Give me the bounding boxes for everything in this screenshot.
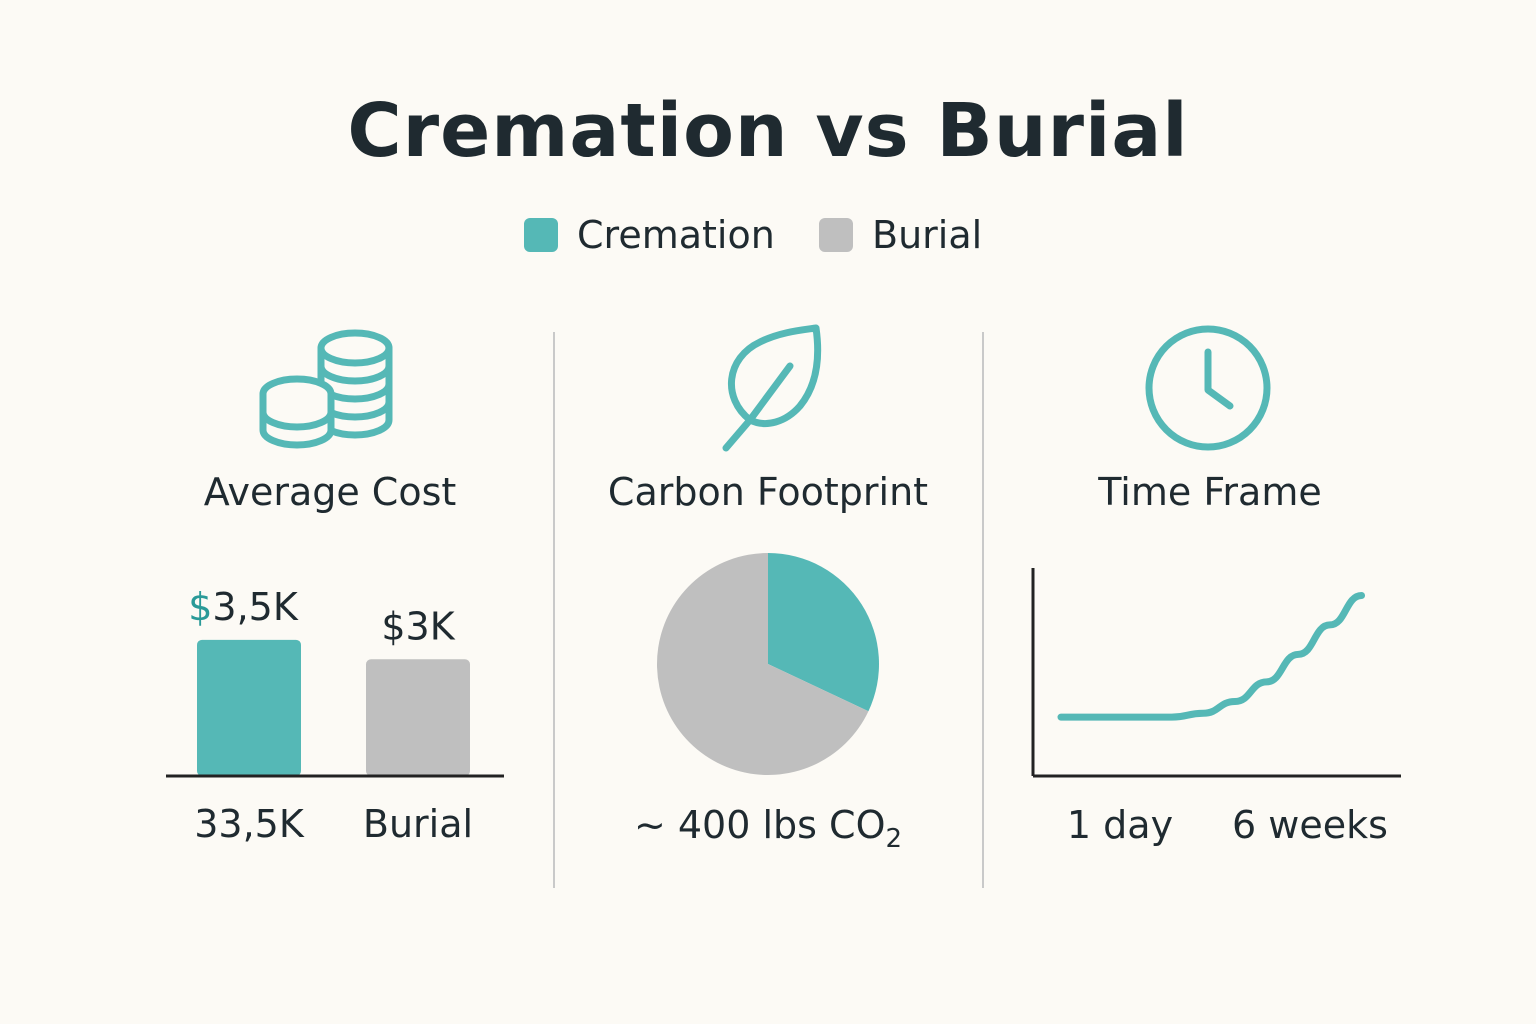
bar-category-label: 33,5K [194, 802, 305, 846]
clock-icon [1144, 322, 1274, 452]
pie-slice-burial [657, 553, 869, 775]
bar-burial [366, 659, 470, 776]
pie-caption-subscript: 2 [885, 824, 902, 854]
legend-item-cremation: Cremation [524, 212, 775, 258]
coins-icon [255, 326, 397, 456]
bar-value-label: $3,5K [188, 585, 299, 629]
line-series-cremation [1057, 592, 1366, 721]
line-x-tick-label: 6 weeks [1232, 803, 1388, 847]
panel-title-carbon: Carbon Footprint [607, 470, 929, 514]
panel-title-time: Time Frame [1098, 470, 1322, 514]
bar-cremation [197, 639, 301, 776]
line-chart: 1 day 6 weeks [1031, 568, 1401, 847]
legend-label-burial: Burial [872, 213, 983, 257]
legend-label-cremation: Cremation [577, 213, 775, 257]
panel-title-cost: Average Cost [203, 470, 457, 514]
bar-chart: $3,5K 33,5K $3K Burial [166, 585, 504, 846]
legend: Cremation Burial [0, 212, 1536, 258]
legend-swatch-burial [819, 218, 853, 252]
pie-chart: ~ 400 lbs CO2 [634, 553, 902, 854]
chart-title: Cremation vs Burial [347, 88, 1189, 174]
pie-slice-cremation [768, 553, 879, 712]
legend-item-burial: Burial [819, 212, 982, 258]
legend-swatch-cremation [524, 218, 558, 252]
bar-value-prefix: $ [188, 585, 212, 629]
panel-divider-left [553, 332, 555, 888]
pie-caption: ~ 400 lbs CO2 [634, 803, 902, 854]
leaf-icon [718, 322, 828, 454]
panel-divider-right [982, 332, 984, 888]
bar-category-label: Burial [363, 802, 473, 846]
line-x-tick-label: 1 day [1067, 803, 1173, 847]
bar-value-label: $3K [381, 604, 455, 648]
